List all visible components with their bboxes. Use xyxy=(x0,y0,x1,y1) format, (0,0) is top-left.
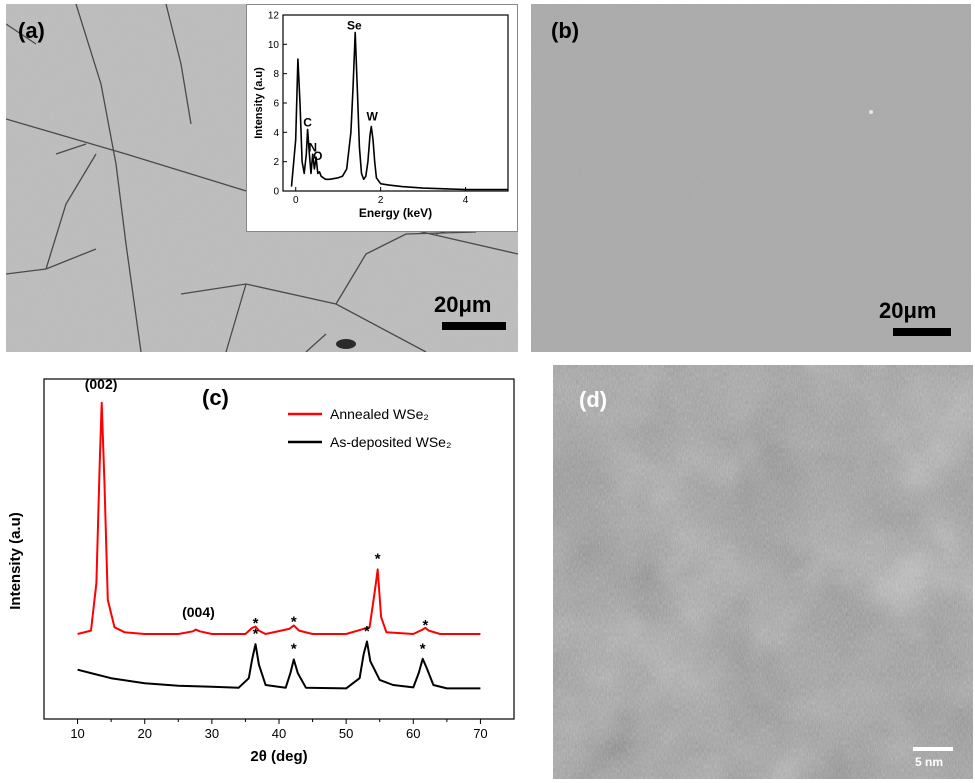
xrd-plot-frame xyxy=(43,378,515,720)
xrd-peak-marker: * xyxy=(420,641,426,658)
eds-peak-label: C xyxy=(303,115,312,129)
scale-bar-a xyxy=(442,322,506,330)
eds-peak-label: W xyxy=(366,110,378,124)
eds-inset-chart: 0 2 4 6 8 10 12 0 2 4 Energy (keV) Intensity (a.u) S… xyxy=(246,4,518,232)
panel-label-b: (b) xyxy=(551,18,580,43)
eds-y-tick-label: 4 xyxy=(273,128,279,139)
xrd-peak-marker: * xyxy=(253,625,259,642)
hrtem-texture xyxy=(553,365,973,779)
xrd-peak-marker: * xyxy=(291,641,297,658)
eds-x-tick-label: 2 xyxy=(378,195,384,206)
xrd-chart-panel-c: 10 20 30 40 50 60 70 2θ (deg) Intensity (a.u) (00… xyxy=(6,365,525,783)
eds-x-tick-label: 4 xyxy=(463,195,469,206)
xrd-peak-index-label: (002) xyxy=(85,376,118,392)
eds-x-tick-label: 0 xyxy=(293,195,299,206)
eds-y-tick-label: 6 xyxy=(273,99,279,110)
xrd-y-axis-label: Intensity (a.u) xyxy=(7,512,24,610)
scale-bar-b xyxy=(893,328,951,336)
panel-label-a: (a) xyxy=(18,18,45,43)
panel-label-d: (d) xyxy=(579,387,608,412)
scale-bar-label-d: 5 nm xyxy=(915,755,944,769)
hrtem-image-panel-d: (d) 5 nm xyxy=(553,365,973,779)
eds-peak-label: N xyxy=(308,140,317,154)
eds-y-axis-label: Intensity (a.u) xyxy=(253,67,265,139)
sem-image-panel-b: (b) 20μm xyxy=(531,4,971,352)
eds-y-tick-label: 2 xyxy=(273,157,279,168)
xrd-x-axis-label: 2θ (deg) xyxy=(250,748,307,765)
xrd-legend: Annealed WSe₂ As-deposited WSe₂ xyxy=(288,406,451,450)
eds-x-axis-label: Energy (keV) xyxy=(359,206,432,220)
scale-bar-label-a: 20μm xyxy=(434,292,492,317)
xrd-peak-marker: * xyxy=(291,613,297,630)
xrd-x-tick-label: 40 xyxy=(272,726,286,741)
eds-peak-label: Se xyxy=(347,19,362,33)
xrd-peak-marker: * xyxy=(253,615,259,632)
scale-bar-d xyxy=(913,747,953,751)
xrd-x-tick-label: 50 xyxy=(339,726,353,741)
xrd-x-tick-label: 30 xyxy=(205,726,219,741)
xrd-peak-index-label: (004) xyxy=(182,604,215,620)
sem-texture-b xyxy=(531,4,971,352)
xrd-x-tick-label: 10 xyxy=(70,726,84,741)
eds-y-tick-label: 8 xyxy=(273,69,279,80)
panel-label-c: (c) xyxy=(202,385,229,410)
eds-y-tick-label: 12 xyxy=(268,11,280,22)
sem-image-panel-a: (a) 0 2 4 6 8 10 12 0 2 4 Energy (keV) Intensity (a… xyxy=(6,4,518,352)
xrd-peak-marker: * xyxy=(422,617,428,634)
xrd-peak-marker: * xyxy=(375,551,381,568)
eds-peak-label: O xyxy=(313,149,322,163)
xrd-peak-marker: * xyxy=(364,623,370,640)
scale-bar-label-b: 20μm xyxy=(879,298,937,323)
xrd-x-tick-label: 60 xyxy=(406,726,420,741)
eds-y-tick-label: 0 xyxy=(273,187,279,198)
xrd-series-as-deposited xyxy=(77,640,481,690)
eds-spectrum-svg: 0 2 4 6 8 10 12 0 2 4 Energy (keV) Intensity (a.u) S… xyxy=(253,11,509,220)
xrd-series-annealed xyxy=(77,401,481,635)
xrd-chart-svg: 10 20 30 40 50 60 70 2θ (deg) Intensity (a.u) (00… xyxy=(7,376,515,765)
xrd-x-tick-label: 20 xyxy=(137,726,151,741)
xrd-x-tick-label: 70 xyxy=(473,726,487,741)
eds-series-line xyxy=(290,31,508,191)
xrd-legend-label: Annealed WSe₂ xyxy=(330,406,429,422)
xrd-legend-label: As-deposited WSe₂ xyxy=(330,434,451,450)
eds-y-tick-label: 10 xyxy=(268,40,280,51)
